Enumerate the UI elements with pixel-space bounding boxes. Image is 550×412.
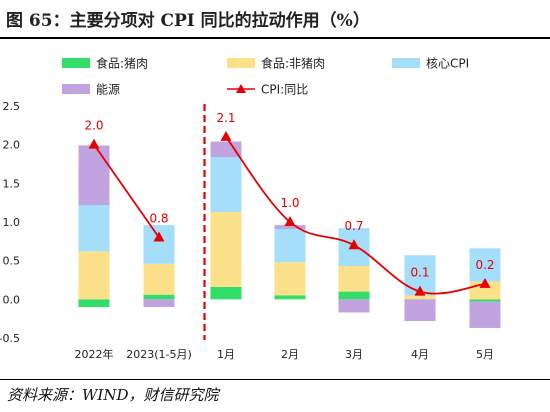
bar-energy [274, 225, 306, 229]
y-tick-label: 0.5 [3, 255, 21, 268]
cpi-data-label: 0.2 [475, 258, 494, 272]
legend-item-nonpork: 食品:非猪肉 [227, 56, 325, 71]
bar-pork [469, 299, 501, 302]
chart-title: 图 65：主要分项对 CPI 同比的拉动作用（%） [6, 11, 370, 31]
y-tick-label: 2.5 [3, 100, 21, 113]
x-tick-label: 5月 [476, 348, 494, 361]
cpi-data-label: 2.0 [84, 119, 103, 133]
legend-label-cpi: CPI:同比 [261, 83, 308, 97]
cpi-marker [153, 231, 165, 242]
cpi-marker [414, 285, 426, 296]
legend-label-core: 核心CPI [426, 57, 469, 71]
legend-label-pork: 食品:猪肉 [96, 56, 148, 71]
cpi-data-label: 1.0 [280, 196, 299, 210]
source-note: 资料来源：WIND，财信研究院 [7, 386, 219, 404]
bar-core [469, 248, 501, 282]
cpi-marker [479, 277, 491, 288]
y-axis: -0.5 0.0 0.5 1.0 1.5 2.0 2.5 [0, 100, 20, 345]
y-tick-label: 2.0 [3, 139, 21, 152]
bar-energy [404, 299, 436, 321]
bar-pork [274, 295, 306, 300]
bar-energy [210, 141, 242, 158]
bar-core [274, 228, 306, 263]
legend-marker-cpi [236, 84, 246, 93]
bar-core [210, 157, 242, 212]
bar-energy [469, 301, 501, 328]
legend-swatch-nonpork [227, 58, 255, 68]
x-tick-label: 1月 [217, 348, 235, 361]
bar-nonpork [404, 295, 436, 300]
x-tick-label: 2月 [281, 348, 299, 361]
x-tick-label: 3月 [345, 348, 363, 361]
bar-energy [143, 299, 175, 308]
title-rule [0, 37, 550, 39]
y-tick-label: -0.5 [0, 332, 20, 345]
bar-energy [338, 299, 370, 313]
cpi-marker [88, 138, 100, 149]
legend-item-pork: 食品:猪肉 [62, 56, 148, 71]
y-tick-label: 1.0 [3, 216, 21, 229]
legend-swatch-core [392, 58, 420, 68]
bar-energy [78, 145, 110, 205]
chart: 食品:猪肉 食品:非猪肉 核心CPI 能源 CPI:同比 -0.5 0.0 0.5 1.0 1.… [0, 56, 501, 361]
bar-nonpork [210, 211, 242, 287]
bar-core [78, 204, 110, 252]
x-tick-label: 2022年 [75, 347, 114, 361]
cpi-marker [348, 239, 360, 250]
cpi-line-annual [93, 144, 160, 238]
y-tick-label: 1.5 [3, 177, 21, 190]
x-axis: 2022年 2023(1-5月) 1月 2月 3月 4月 5月 [75, 347, 495, 361]
cpi-data-label: 0.1 [410, 266, 429, 280]
bar-pork [143, 294, 175, 300]
bar-nonpork [143, 263, 175, 295]
bar-nonpork [338, 266, 370, 292]
bar-pork [338, 291, 370, 300]
bar-nonpork [274, 262, 306, 296]
bar-pork [210, 286, 242, 300]
cpi-line: 2.0 0.8 2.1 1.0 0.7 0.1 0.2 [84, 111, 495, 296]
source-rule [0, 379, 550, 380]
legend-item-core: 核心CPI [392, 57, 469, 71]
bar-core [143, 225, 175, 264]
bar-pork [78, 299, 110, 308]
x-tick-label: 4月 [411, 348, 429, 361]
cpi-data-label: 0.7 [344, 219, 363, 233]
legend-swatch-pork [62, 58, 90, 68]
legend: 食品:猪肉 食品:非猪肉 核心CPI 能源 CPI:同比 [62, 56, 469, 97]
cpi-data-label: 0.8 [149, 211, 168, 225]
cpi-marker [284, 216, 296, 226]
bar-nonpork [78, 251, 110, 300]
legend-label-energy: 能源 [96, 83, 120, 97]
legend-swatch-energy [62, 84, 90, 94]
legend-item-energy: 能源 [62, 83, 120, 97]
x-tick-label: 2023(1-5月) [126, 348, 192, 361]
cpi-marker [220, 130, 232, 141]
y-tick-label: 0.0 [3, 293, 21, 306]
legend-item-cpi: CPI:同比 [227, 83, 308, 97]
legend-label-nonpork: 食品:非猪肉 [261, 56, 325, 71]
cpi-data-label: 2.1 [216, 111, 235, 125]
